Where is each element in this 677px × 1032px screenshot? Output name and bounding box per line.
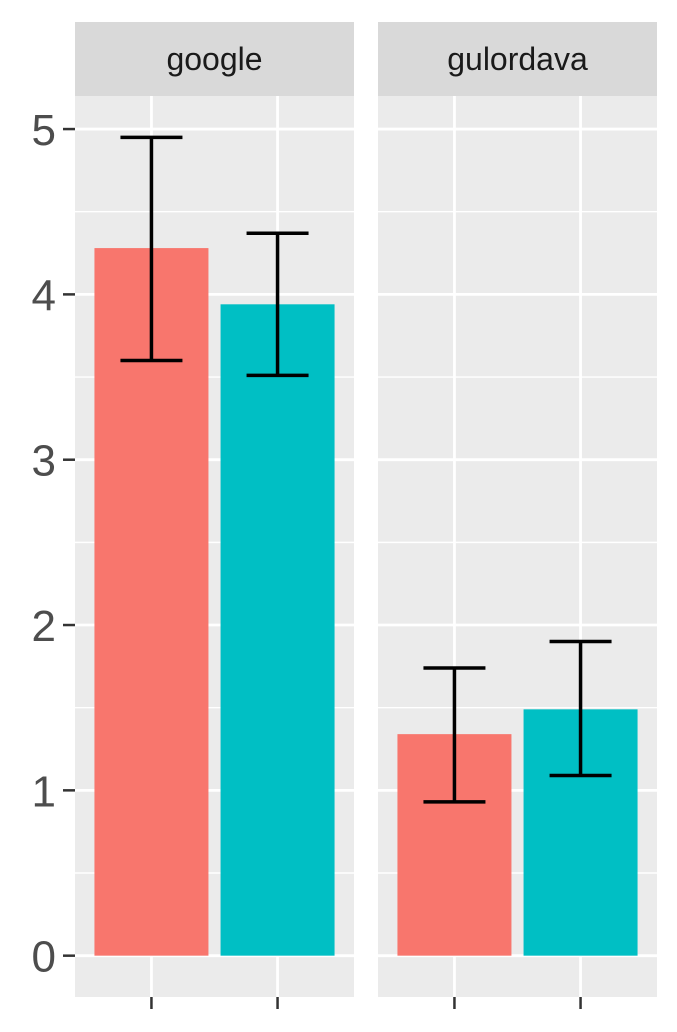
facet-google: google	[75, 22, 354, 1009]
bar	[220, 304, 335, 956]
error-bar	[549, 639, 612, 778]
facet-gulordava: gulordava	[378, 22, 657, 1009]
facet-strip	[75, 22, 354, 96]
y-tick-label: 2	[32, 602, 56, 651]
y-tick-label: 3	[32, 437, 56, 486]
error-bar	[120, 135, 183, 363]
facet-strip-label: gulordava	[447, 41, 588, 77]
error-bar	[246, 231, 309, 378]
y-tick-label: 5	[32, 106, 56, 155]
y-tick-label: 0	[32, 933, 56, 982]
bar	[94, 248, 209, 956]
error-bar	[423, 666, 486, 804]
y-axis: 0 1 2 3 4 5	[32, 106, 75, 982]
facet-panels: google gulordava	[75, 22, 657, 1009]
y-tick-label: 1	[32, 767, 56, 816]
y-tick-label: 4	[32, 271, 56, 320]
facet-strip	[378, 22, 657, 96]
facet-strip-label: google	[166, 41, 262, 77]
